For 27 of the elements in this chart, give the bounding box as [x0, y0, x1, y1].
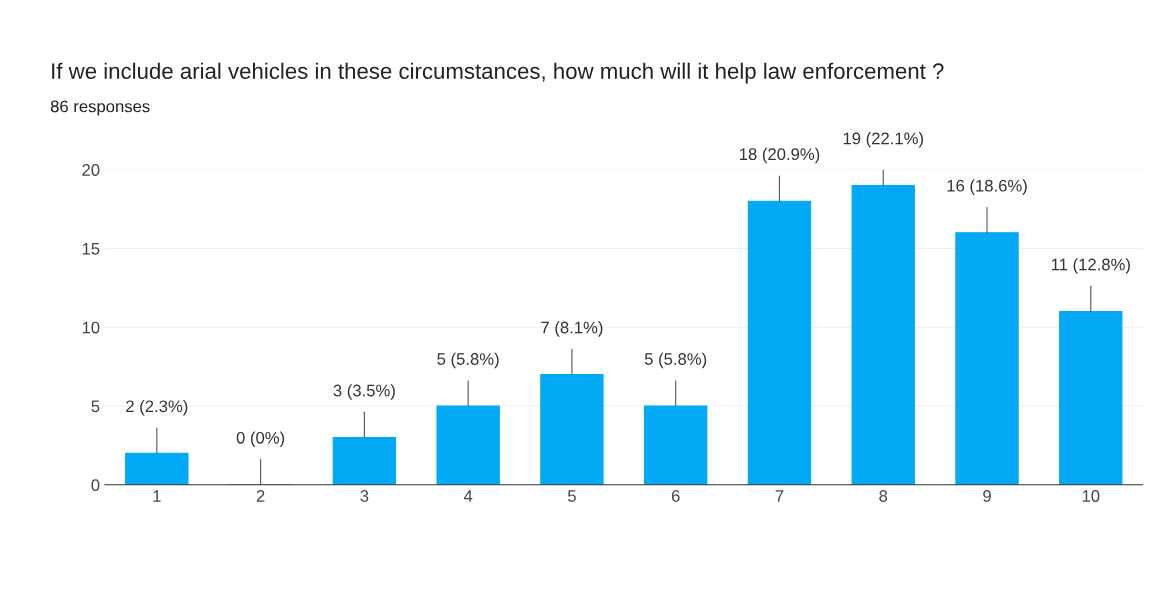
- x-tick-label: 5: [567, 490, 576, 502]
- x-tick-label: 6: [671, 490, 680, 502]
- data-label: 16 (18.6%): [947, 179, 1027, 195]
- y-tick-label: 20: [82, 164, 100, 176]
- y-tick-label: 5: [91, 400, 100, 413]
- data-label: 5 (5.8%): [437, 352, 499, 369]
- x-tick-label: 9: [983, 490, 991, 502]
- x-tick-label: 4: [463, 490, 473, 502]
- data-label: 5 (5.8%): [644, 352, 707, 369]
- x-tick-label: 10: [1082, 490, 1100, 502]
- y-tick-label: 10: [82, 321, 100, 334]
- chart-subtitle: 86 responses: [50, 100, 150, 116]
- y-tick-label: 15: [82, 243, 100, 255]
- data-label: 7 (8.1%): [541, 321, 603, 337]
- data-label: 2 (2.3%): [126, 399, 188, 416]
- x-tick-label: 3: [360, 490, 369, 502]
- data-label: 11 (12.8%): [1051, 258, 1130, 274]
- data-label: 18 (20.9%): [739, 147, 820, 164]
- data-label: 19 (22.1%): [843, 132, 923, 148]
- x-tick-label: 8: [879, 490, 888, 502]
- chart-title: If we include arial vehicles in these circumstances, how much will it help law enforcement ?: [52, 62, 944, 84]
- x-tick-label: 7: [775, 490, 784, 502]
- data-label: 3 (3.5%): [333, 384, 395, 400]
- data-label: 0 (0%): [236, 431, 285, 447]
- x-tick-label: 1: [153, 490, 161, 502]
- y-tick-label: 0: [91, 479, 100, 491]
- x-tick-label: 2: [256, 490, 265, 502]
